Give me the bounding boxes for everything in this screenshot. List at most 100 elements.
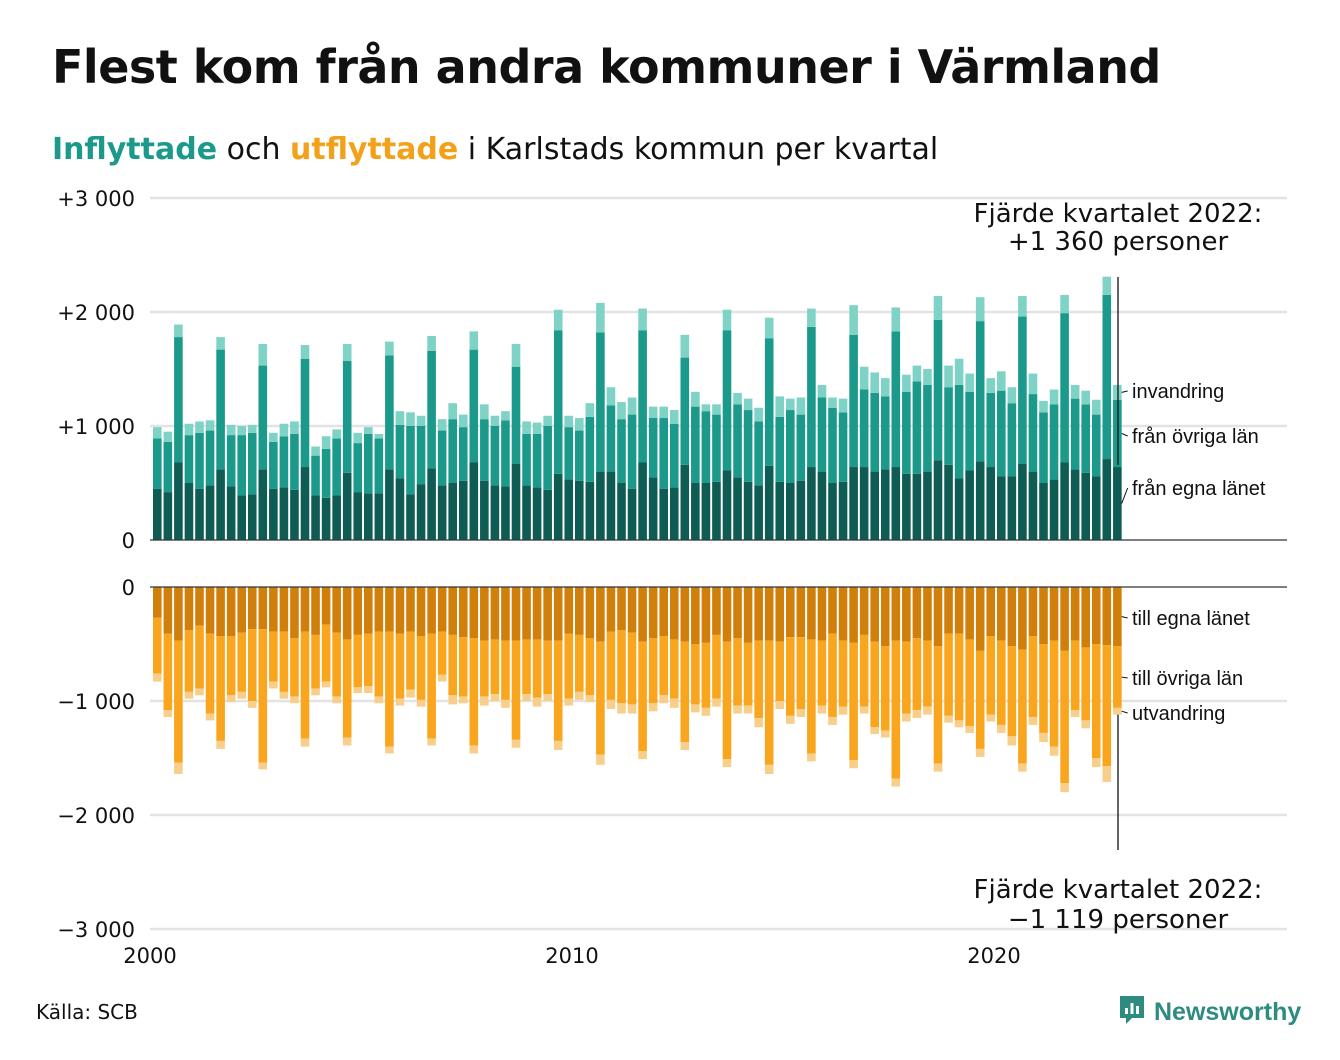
bar-out-out_utvandring	[195, 688, 204, 696]
bar-out-out_egna	[1070, 587, 1080, 641]
bar-in-in_invandring	[290, 421, 299, 434]
bar-in-in_ovriga	[342, 361, 352, 473]
bar-in-in_egna	[585, 481, 595, 540]
bar-in-in_invandring	[311, 446, 320, 456]
bar-in-in_invandring	[659, 406, 668, 419]
bar-out-out_ovriga	[321, 624, 331, 682]
bar-in-in_invandring	[469, 331, 479, 350]
bar-out-out_ovriga	[880, 646, 890, 731]
bar-in-in_invandring	[543, 415, 552, 426]
bar-in-in_ovriga	[596, 332, 605, 472]
bar-out-out_utvandring	[153, 673, 162, 682]
bar-in-in_invandring	[880, 378, 890, 397]
bar-out-out_utvandring	[975, 748, 985, 757]
bar-in-in_ovriga	[1081, 404, 1090, 473]
bar-out-out_utvandring	[1102, 765, 1112, 782]
bar-in-in_egna	[859, 467, 869, 540]
bar-in-in_ovriga	[975, 321, 985, 462]
bar-out-out_ovriga	[585, 638, 595, 696]
bar-in-in_egna	[838, 481, 848, 540]
bar-in-in_invandring	[416, 415, 426, 426]
bar-out-out_ovriga	[279, 631, 289, 692]
bar-out-out_egna	[817, 587, 827, 641]
bar-out-out_utvandring	[353, 687, 363, 694]
bar-out-out_ovriga	[269, 631, 278, 682]
bar-out-out_utvandring	[944, 715, 953, 723]
bar-in-in_ovriga	[480, 419, 489, 481]
bar-in-in_ovriga	[923, 384, 932, 472]
bar-out-out_ovriga	[226, 636, 236, 696]
bar-out-out_ovriga	[828, 633, 837, 717]
bar-in-in_egna	[458, 480, 468, 540]
series-label-tick	[1121, 487, 1129, 504]
bar-in-in_invandring	[247, 424, 257, 433]
bar-out-out_utvandring	[385, 746, 394, 754]
bar-out-out_ovriga	[195, 625, 204, 689]
bar-out-out_egna	[205, 587, 215, 634]
bar-out-out_utvandring	[448, 695, 457, 705]
series-label-out_utvandring: utvandring	[1132, 703, 1225, 725]
bar-in-in_ovriga	[1060, 313, 1069, 463]
bar-in-in_ovriga	[448, 419, 457, 483]
newsworthy-logo[interactable]: Newsworthy	[1118, 994, 1301, 1030]
bar-out-out_ovriga	[1060, 650, 1069, 784]
bar-out-out_utvandring	[680, 742, 690, 751]
series-label-tick	[1121, 432, 1128, 437]
bar-in-in_ovriga	[205, 430, 215, 486]
bar-in-in_egna	[480, 480, 489, 540]
bar-out-out_ovriga	[870, 641, 879, 728]
bar-in-in_ovriga	[511, 366, 521, 464]
bar-in-in_invandring	[1102, 276, 1112, 295]
bar-out-out_ovriga	[849, 642, 858, 761]
bar-out-out_utvandring	[364, 686, 373, 694]
bar-in-in_invandring	[754, 407, 763, 422]
bar-in-in_ovriga	[332, 438, 341, 496]
bar-out-out_egna	[954, 587, 964, 634]
bar-in-in_invandring	[1091, 399, 1101, 415]
bar-in-in_egna	[617, 483, 626, 540]
bar-out-out_egna	[226, 587, 236, 637]
bar-in-in_invandring	[838, 398, 848, 413]
bar-out-out_utvandring	[321, 681, 331, 688]
bar-in-in_egna	[163, 492, 173, 540]
bar-in-in_ovriga	[279, 436, 289, 488]
bar-out-out_utvandring	[490, 694, 500, 701]
bar-in-in_invandring	[205, 420, 215, 431]
bar-in-in_ovriga	[184, 435, 194, 483]
bar-in-in_ovriga	[659, 418, 668, 489]
bar-in-in_invandring	[954, 358, 964, 385]
bar-in-in_invandring	[174, 324, 183, 338]
bar-out-out_egna	[1091, 587, 1101, 644]
bar-in-in_invandring	[237, 426, 246, 436]
bar-in-in_invandring	[269, 432, 278, 442]
bar-out-out_egna	[764, 587, 774, 641]
bar-out-out_ovriga	[353, 634, 363, 688]
bar-in-in_invandring	[163, 431, 173, 442]
bar-in-in_invandring	[364, 427, 373, 434]
bar-in-in_ovriga	[912, 381, 922, 474]
bar-in-in_egna	[575, 480, 584, 540]
bar-out-out_utvandring	[923, 706, 932, 715]
bar-out-out_utvandring	[986, 714, 996, 722]
bar-out-out_egna	[923, 587, 932, 641]
bar-in-in_invandring	[522, 421, 531, 434]
bar-out-out_egna	[543, 587, 552, 641]
bar-in-in_ovriga	[1070, 398, 1080, 470]
bar-out-out_egna	[416, 587, 426, 637]
bar-out-out_utvandring	[1049, 746, 1059, 756]
bar-in-in_ovriga	[606, 405, 616, 472]
bar-out-out_egna	[997, 587, 1006, 641]
bar-out-out_ovriga	[1102, 645, 1112, 766]
bar-out-out_egna	[532, 587, 542, 640]
bar-in-in_invandring	[385, 341, 394, 356]
bar-in-in_egna	[269, 488, 278, 540]
bar-out-out_ovriga	[522, 639, 531, 695]
bar-out-out_utvandring	[712, 698, 721, 707]
bar-out-out_utvandring	[174, 762, 183, 774]
bar-in-in_ovriga	[490, 426, 500, 486]
bar-out-out_ovriga	[997, 640, 1006, 725]
bar-out-out_utvandring	[606, 699, 616, 709]
bar-out-out_ovriga	[743, 642, 753, 706]
bar-out-out_egna	[870, 587, 879, 642]
bar-in-in_ovriga	[638, 330, 647, 463]
